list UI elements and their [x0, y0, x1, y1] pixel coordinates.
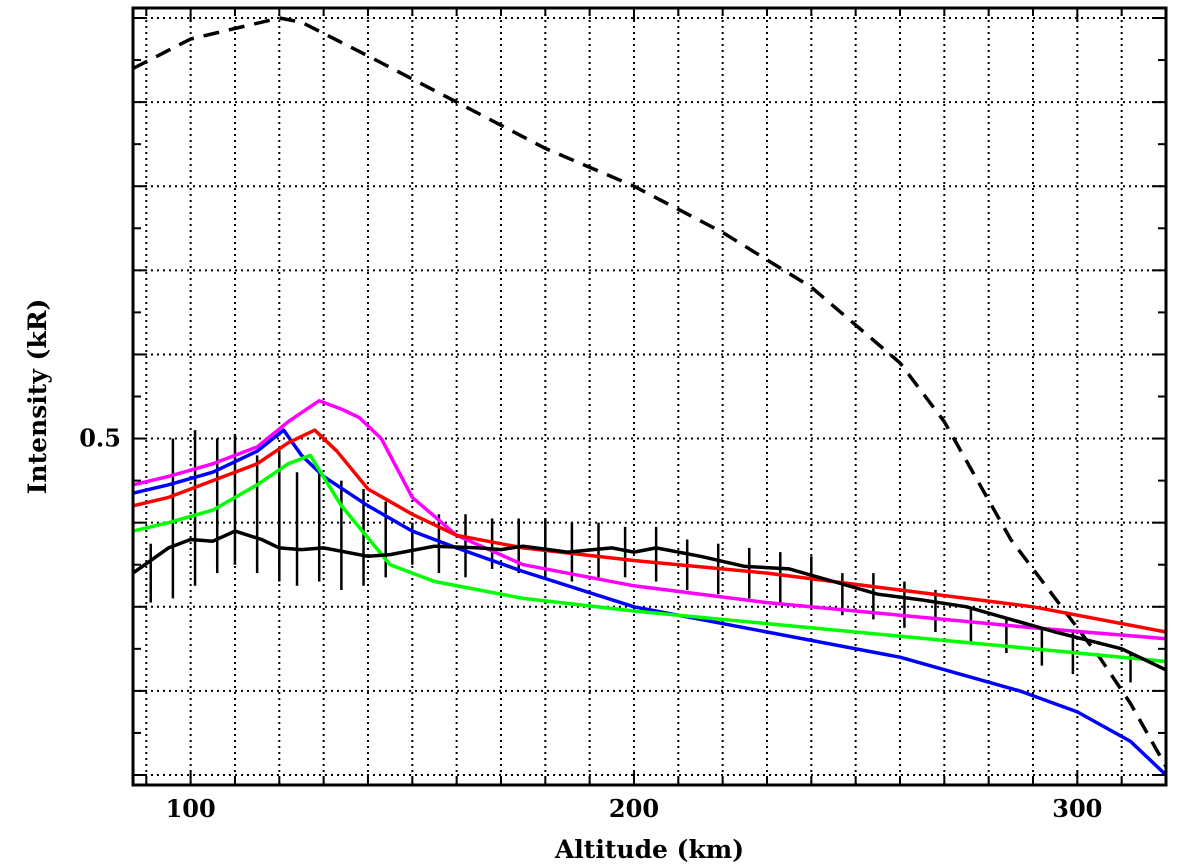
grid — [133, 8, 1166, 785]
series-lines — [131, 16, 1168, 777]
series-line-1 — [132, 16, 1168, 768]
series-line-6 — [131, 529, 1167, 672]
series-line-3 — [132, 428, 1168, 777]
tick-labels: 100 200 300 0.5 — [79, 424, 1102, 823]
x-tick-label: 300 — [1052, 794, 1102, 823]
y-tick-label: 0.5 — [79, 424, 121, 453]
y-axis-label: Intensity (kR) — [23, 299, 52, 495]
x-tick-label: 200 — [609, 794, 659, 823]
series-line-4 — [132, 428, 1167, 634]
axis-ticks — [133, 8, 1166, 785]
plot-frame — [131, 6, 1168, 787]
series-line-5 — [132, 453, 1167, 664]
x-axis-label: Altitude (km) — [554, 835, 744, 864]
series-line-2 — [132, 398, 1167, 641]
x-tick-label: 100 — [166, 794, 216, 823]
